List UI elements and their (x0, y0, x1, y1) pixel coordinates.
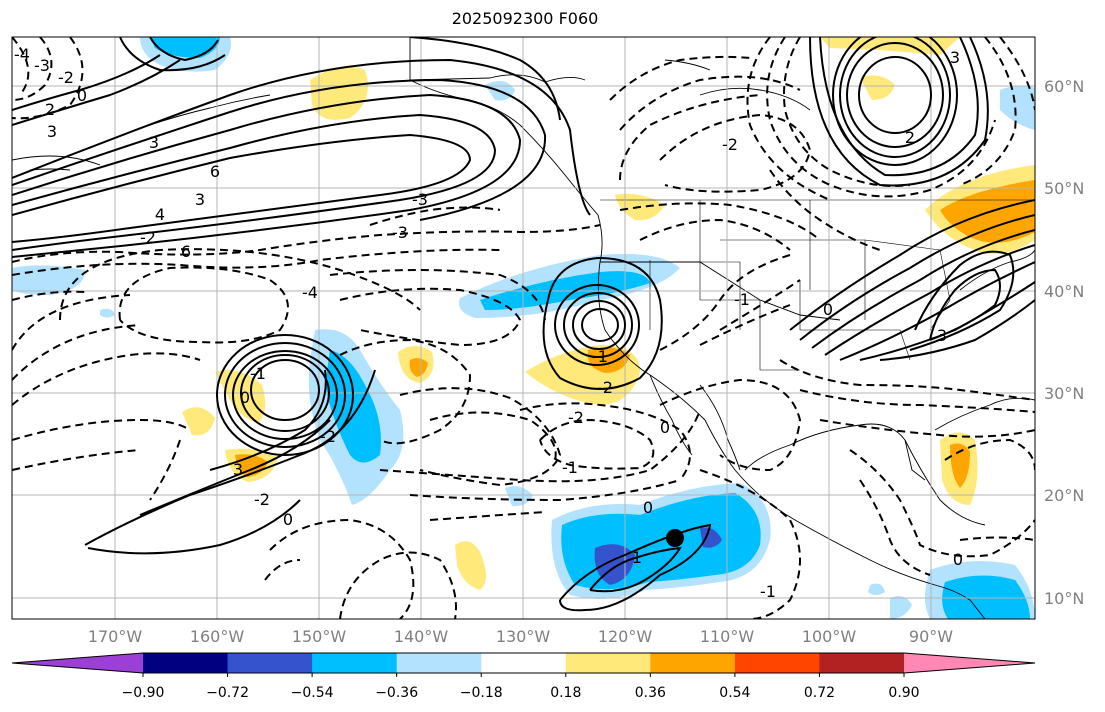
contour-label: 4 (155, 205, 165, 224)
contour-label: -2 (140, 228, 156, 247)
colorbar-tick-label: −0.72 (206, 685, 249, 701)
colorbar-extend-high (904, 653, 1035, 673)
colorbar-segment (734, 653, 820, 673)
contour-label: -2 (722, 135, 738, 154)
colorbar: −0.90 −0.72 −0.54 −0.36 −0.18 0.18 0.36 0.54 0.7… (11, 652, 1036, 701)
colorbar-tick-label: −0.18 (460, 685, 503, 701)
latitude-labels: 60°N 50°N 40°N 30°N 20°N 10°N (1044, 77, 1084, 608)
colorbar-tick-label: 0.90 (888, 685, 919, 701)
map-title: 2025092300 F060 (451, 9, 599, 28)
contour-label: -1 (592, 347, 608, 366)
contour-label: -4 (302, 283, 318, 302)
longitude-labels: 170°W 160°W 150°W 140°W 130°W 120°W 110°W 100°W… (88, 627, 953, 646)
contour-label: 3 (950, 48, 960, 67)
contour-label: -1 (562, 458, 578, 477)
longitude-label: 120°W (598, 627, 653, 646)
contour-label: 3 (195, 190, 205, 209)
contour-label: -2 (568, 408, 584, 427)
contour-label: 3 (233, 460, 243, 479)
longitude-label: 150°W (292, 627, 347, 646)
colorbar-tick-label: −0.90 (122, 685, 165, 701)
contour-label: 0 (823, 300, 833, 319)
contour-label: 0 (660, 418, 670, 437)
contour-label: -2 (597, 378, 613, 397)
contour-label: -3 (34, 56, 50, 75)
colorbar-tick-label: −0.54 (291, 685, 334, 701)
colorbar-segment (312, 653, 398, 673)
contour-label: -3 (412, 190, 428, 209)
contour-label: 0 (283, 510, 293, 529)
colorbar-tick-label: 0.54 (719, 685, 750, 701)
coastlines (12, 37, 1035, 619)
latitude-label: 30°N (1044, 384, 1084, 403)
colorbar-segment (227, 653, 313, 673)
latitude-label: 40°N (1044, 282, 1084, 301)
latitude-label: 20°N (1044, 486, 1084, 505)
colorbar-segment (819, 653, 905, 673)
contour-label: 6 (181, 242, 191, 261)
negative-contours (12, 37, 1035, 619)
longitude-label: 100°W (802, 627, 857, 646)
latitude-label: 50°N (1044, 179, 1084, 198)
longitude-label: 140°W (394, 627, 449, 646)
contour-label: 0 (77, 86, 87, 105)
contour-label: -2 (254, 490, 270, 509)
map-frame (11, 36, 1036, 620)
contour-label: 0 (643, 498, 653, 517)
longitude-label: 90°W (909, 627, 953, 646)
colorbar-segment (143, 653, 229, 673)
contour-label: 0 (240, 388, 250, 407)
contour-label: -2 (320, 427, 336, 446)
latitude-label: 10°N (1044, 589, 1084, 608)
colorbar-tick-label: 0.36 (635, 685, 666, 701)
contour-label: -1 (250, 364, 266, 383)
contour-label: -2 (58, 68, 74, 87)
contour-label: -3 (392, 223, 408, 242)
positive-contours (12, 37, 1035, 612)
contour-label: -1 (760, 582, 776, 601)
colorbar-segment (481, 653, 567, 673)
contour-label: 1 (632, 548, 642, 567)
contour-label: -1 (734, 290, 750, 309)
contour-label: 3 (149, 133, 159, 152)
contour-label: 3 (937, 326, 947, 345)
contour-label: -4 (14, 45, 30, 64)
contour-label: 2 (45, 100, 55, 119)
longitude-label: 130°W (496, 627, 551, 646)
colorbar-tick-label: 0.72 (804, 685, 835, 701)
colorbar-tick-label: 0.18 (550, 685, 581, 701)
longitude-label: 110°W (700, 627, 755, 646)
contour-label: 6 (210, 162, 220, 181)
longitude-label: 160°W (190, 627, 245, 646)
map-area: -4-3-202336346-2-4-3-3-103-2-20-10-1-2-2… (12, 37, 1035, 619)
colorbar-segment (565, 653, 651, 673)
colorbar-segment (650, 653, 736, 673)
storm-center-marker (666, 529, 684, 547)
contour-labels: -4-3-202336346-2-4-3-3-103-2-20-10-1-2-2… (14, 45, 963, 601)
colorbar-segment (396, 653, 482, 673)
contour-label: 0 (953, 550, 963, 569)
latitude-label: 60°N (1044, 77, 1084, 96)
longitude-label: 170°W (88, 627, 143, 646)
contour-label: 3 (47, 122, 57, 141)
colorbar-tick-label: −0.36 (375, 685, 418, 701)
contour-label: 2 (905, 128, 915, 147)
colorbar-extend-low (12, 653, 143, 673)
